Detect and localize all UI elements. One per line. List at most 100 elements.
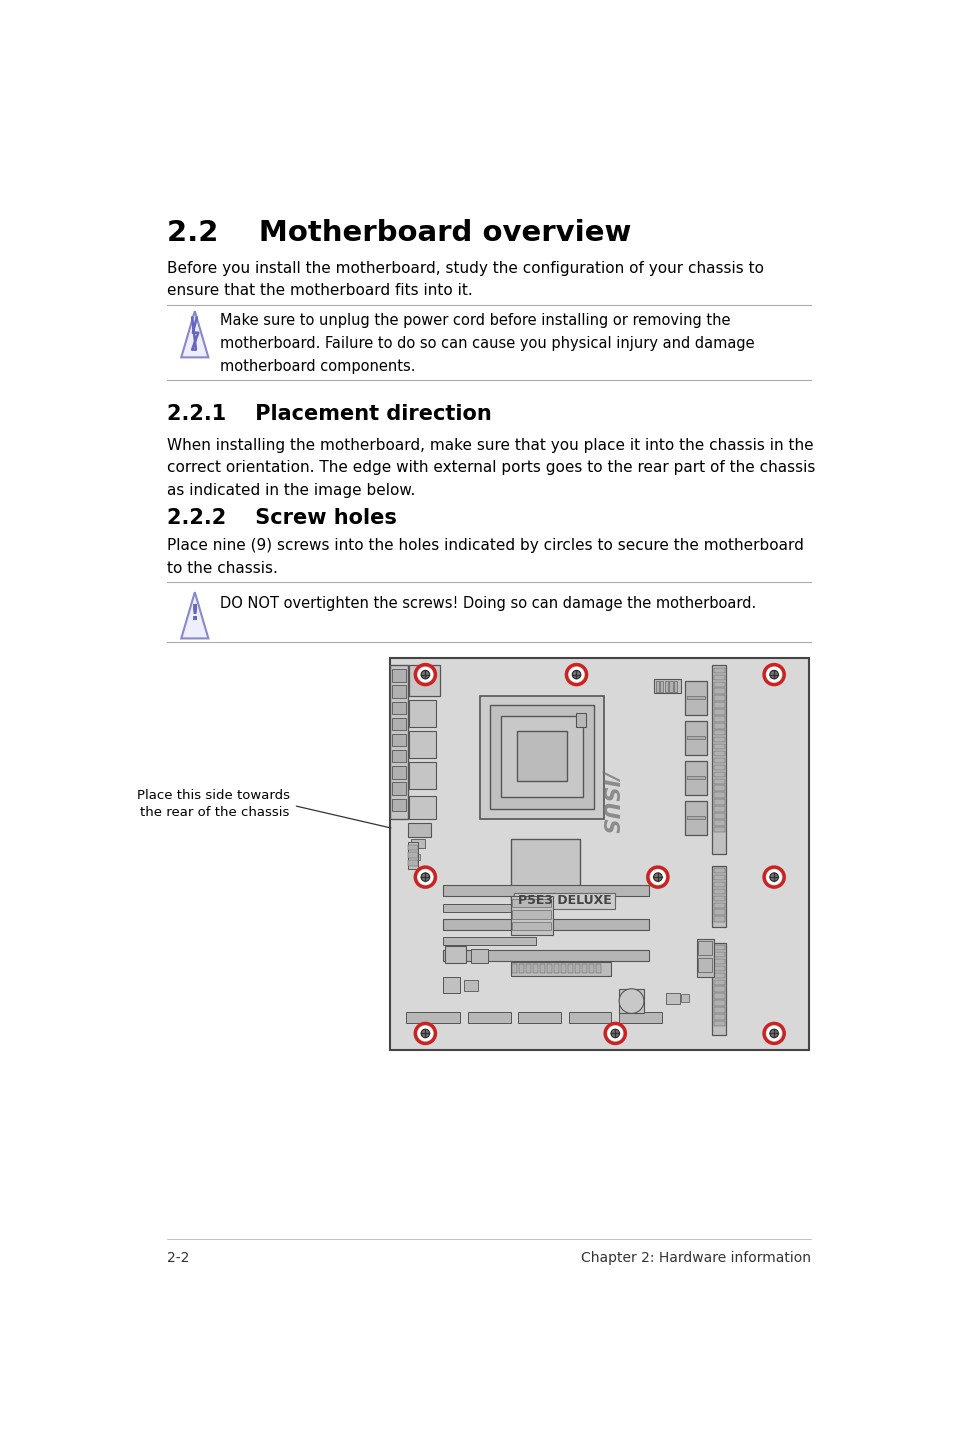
Bar [659,680,662,692]
Text: Chapter 2: Hardware information: Chapter 2: Hardware information [580,1251,810,1264]
Circle shape [769,1030,778,1038]
Bar [443,978,459,992]
Bar [684,720,706,755]
Text: !: ! [190,604,200,624]
Circle shape [420,1030,429,1038]
Bar [390,666,407,820]
Bar [510,838,579,900]
Bar [409,797,436,820]
Bar [713,1007,723,1012]
Polygon shape [181,592,208,638]
Bar [713,709,723,715]
Bar [713,751,723,756]
Circle shape [420,670,429,679]
Bar [408,853,417,858]
Bar [711,866,725,928]
Circle shape [572,670,580,679]
Bar [713,667,723,673]
Bar [713,702,723,707]
Bar [713,785,723,791]
Text: 2-2: 2-2 [167,1251,190,1264]
Bar [409,731,436,758]
Bar [514,893,615,909]
Bar [713,820,723,825]
Bar [713,896,723,902]
Bar [618,989,643,1014]
Circle shape [765,667,781,682]
Bar [444,946,466,963]
Bar [512,910,550,919]
Circle shape [417,870,433,884]
Bar [392,718,406,731]
Bar [713,765,723,771]
Bar [713,778,723,784]
Circle shape [607,1025,622,1041]
Bar [713,909,723,915]
Bar [518,963,523,974]
Bar [713,731,723,735]
Bar [713,743,723,749]
Bar [512,922,550,930]
Bar [698,958,711,972]
Bar [713,689,723,695]
Text: /ISUS: /ISUS [600,769,620,831]
Bar [713,972,723,978]
Bar [588,963,593,974]
Bar [674,680,677,692]
Bar [686,777,704,779]
Bar [713,916,723,922]
Bar [409,666,439,696]
Text: Before you install the motherboard, study the configuration of your chassis to
e: Before you install the motherboard, stud… [167,262,763,298]
Bar [713,800,723,805]
Bar [713,723,723,729]
Bar [713,903,723,907]
Bar [713,1021,723,1027]
Text: 2.2    Motherboard overview: 2.2 Motherboard overview [167,219,631,247]
Bar [567,963,572,974]
Bar [684,680,706,715]
Bar [654,679,680,693]
Bar [655,680,658,692]
Bar [713,952,723,958]
Bar [510,962,611,975]
Bar [392,669,406,682]
Bar [686,817,704,820]
Bar [711,666,725,854]
Bar [392,751,406,762]
Bar [468,1012,510,1022]
Bar [713,827,723,833]
Text: Place nine (9) screws into the holes indicated by circles to secure the motherbo: Place nine (9) screws into the holes ind… [167,538,803,575]
Bar [713,807,723,811]
Bar [713,986,723,992]
Bar [713,945,723,951]
Bar [713,869,723,873]
Bar [392,686,406,697]
Bar [479,696,603,820]
Bar [560,963,565,974]
Circle shape [618,989,643,1014]
Circle shape [653,873,661,881]
Bar [596,963,599,974]
Bar [576,713,585,728]
Bar [517,1012,560,1022]
Bar [713,736,723,742]
Bar [669,680,672,692]
Bar [517,731,567,781]
Polygon shape [181,311,208,358]
Bar [408,860,417,866]
Bar [713,814,723,818]
Bar [713,682,723,687]
Text: P5E3 DELUXE: P5E3 DELUXE [517,894,611,907]
Bar [392,733,406,746]
Bar [407,843,418,870]
Bar [713,758,723,764]
Bar [713,716,723,722]
Bar [489,706,594,810]
Bar [665,992,679,1004]
Bar [713,881,723,887]
Bar [443,884,648,896]
Bar [696,939,713,978]
Bar [713,966,723,971]
Circle shape [420,873,429,881]
Bar [443,905,536,912]
